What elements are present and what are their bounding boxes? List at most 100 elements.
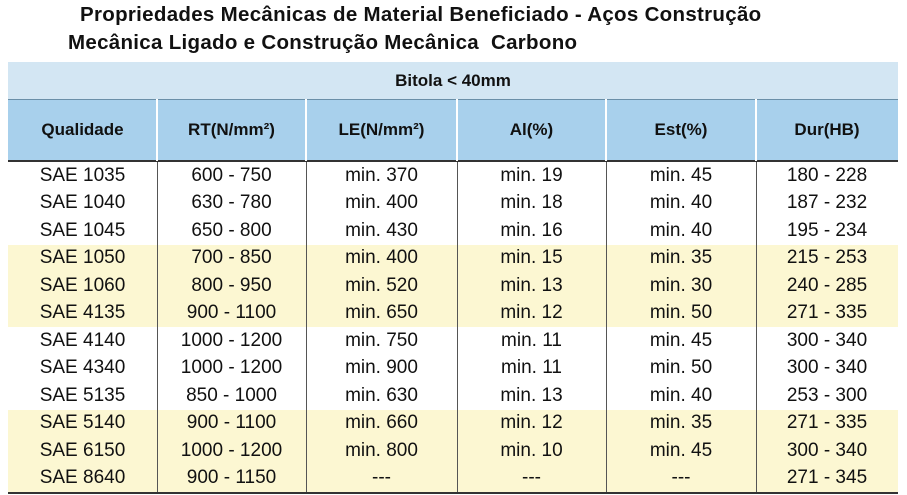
table-cell: 271 - 345 (786, 467, 868, 489)
table-cell: SAE 8640 (39, 467, 126, 489)
header-divider (456, 99, 458, 161)
table-cell: SAE 4135 (39, 302, 126, 324)
table-cell: 1000 - 1200 (180, 357, 283, 379)
table-cell: 300 - 340 (786, 357, 868, 379)
table-cell: 271 - 335 (786, 412, 868, 434)
table-cell: 900 - 1150 (186, 467, 277, 489)
table-cell: min. 30 (649, 274, 713, 296)
table-cell: min. 18 (500, 192, 563, 214)
column-header: Al(%) (509, 120, 554, 139)
table-cell: SAE 4140 (39, 329, 126, 351)
table-cell: 630 - 780 (191, 192, 272, 214)
table-cell: min. 13 (500, 384, 563, 406)
table-cell: min. 520 (345, 274, 418, 296)
title-line: Mecânica Ligado e Construção Mecânica Ca… (68, 31, 578, 54)
header-divider (156, 99, 158, 161)
table-cell: min. 800 (345, 439, 418, 461)
table-cell: SAE 5140 (39, 412, 126, 434)
table-cell: 700 - 850 (191, 247, 272, 269)
column-header: Dur(HB) (794, 120, 860, 139)
table-cell: SAE 1035 (39, 164, 126, 186)
table-cell: 240 - 285 (786, 274, 868, 296)
table-cell: 800 - 950 (191, 274, 272, 296)
row-band (8, 244, 898, 272)
column-divider (457, 162, 458, 492)
header-divider (305, 99, 307, 161)
table-cell: min. 35 (649, 247, 713, 269)
table-cell: min. 45 (649, 439, 713, 461)
table-cell: min. 19 (500, 164, 563, 186)
table-cell: 195 - 234 (786, 219, 868, 241)
column-header: Qualidade (41, 120, 124, 139)
column-divider (157, 162, 158, 492)
table-cell: min. 400 (345, 192, 418, 214)
table-bottom (8, 492, 898, 494)
table-cell: min. 400 (345, 247, 418, 269)
table-cell: 215 - 253 (786, 247, 868, 269)
table-cell: min. 40 (649, 192, 713, 214)
table-cell: 253 - 300 (786, 384, 868, 406)
table-cell: min. 10 (500, 439, 563, 461)
table-cell: min. 12 (500, 412, 563, 434)
table-caption: Bitola < 40mm (395, 70, 511, 90)
table-cell: min. 40 (649, 384, 713, 406)
caption-bar (8, 62, 898, 99)
table-cell: --- (671, 467, 691, 489)
table-cell: 900 - 1100 (186, 302, 277, 324)
header-divider (755, 99, 757, 161)
table-cell: 1000 - 1200 (180, 439, 283, 461)
table-cell: min. 45 (649, 164, 713, 186)
table-cell: min. 45 (649, 329, 713, 351)
table-cell: min. 660 (345, 412, 418, 434)
row-band (8, 299, 898, 327)
table-cell: 180 - 228 (786, 164, 868, 186)
table-cell: 271 - 335 (786, 302, 868, 324)
table-cell: min. 900 (345, 357, 418, 379)
column-header: Est(%) (654, 120, 708, 139)
table-cell: min. 750 (345, 329, 418, 351)
table-cell: min. 630 (345, 384, 418, 406)
table-cell: min. 40 (649, 219, 713, 241)
title-line: Propriedades Mecânicas de Material Benef… (80, 3, 762, 26)
table-cell: min. 15 (500, 247, 563, 269)
table-cell: SAE 6150 (39, 439, 126, 461)
table-cell: SAE 5135 (39, 384, 126, 406)
column-divider (756, 162, 757, 492)
table-cell: min. 370 (345, 164, 418, 186)
table-cell: min. 12 (500, 302, 563, 324)
row-band (8, 437, 898, 465)
table-cell: --- (372, 467, 391, 489)
table-cell: min. 11 (501, 357, 562, 379)
table-cell: 187 - 232 (786, 192, 868, 214)
row-band (8, 272, 898, 300)
table-cell: 300 - 340 (786, 439, 868, 461)
table-cell: SAE 4340 (39, 357, 126, 379)
table-cell: SAE 1060 (39, 274, 126, 296)
table-cell: 300 - 340 (786, 329, 868, 351)
table-cell: SAE 1045 (39, 219, 126, 241)
table-cell: SAE 1040 (39, 192, 126, 214)
header-divider (605, 99, 607, 161)
table-cell: 900 - 1100 (186, 412, 277, 434)
table-cell: min. 430 (345, 219, 418, 241)
table-cell: min. 11 (501, 329, 562, 351)
table-cell: 850 - 1000 (186, 384, 277, 406)
column-header: LE(N/mm²) (338, 120, 425, 139)
table-cell: 650 - 800 (191, 219, 272, 241)
table-cell: --- (522, 467, 541, 489)
table-cell: min. 50 (649, 302, 713, 324)
table-cell: SAE 1050 (39, 247, 126, 269)
column-divider (306, 162, 307, 492)
column-divider (606, 162, 607, 492)
table-cell: min. 13 (500, 274, 563, 296)
table-cell: 1000 - 1200 (180, 329, 283, 351)
table-cell: min. 16 (500, 219, 563, 241)
row-band (8, 409, 898, 437)
column-header: RT(N/mm²) (188, 120, 275, 139)
row-band (8, 464, 898, 492)
table-cell: min. 50 (649, 357, 713, 379)
table-cell: min. 35 (649, 412, 713, 434)
table-cell: min. 650 (345, 302, 418, 324)
table-cell: 600 - 750 (191, 164, 272, 186)
